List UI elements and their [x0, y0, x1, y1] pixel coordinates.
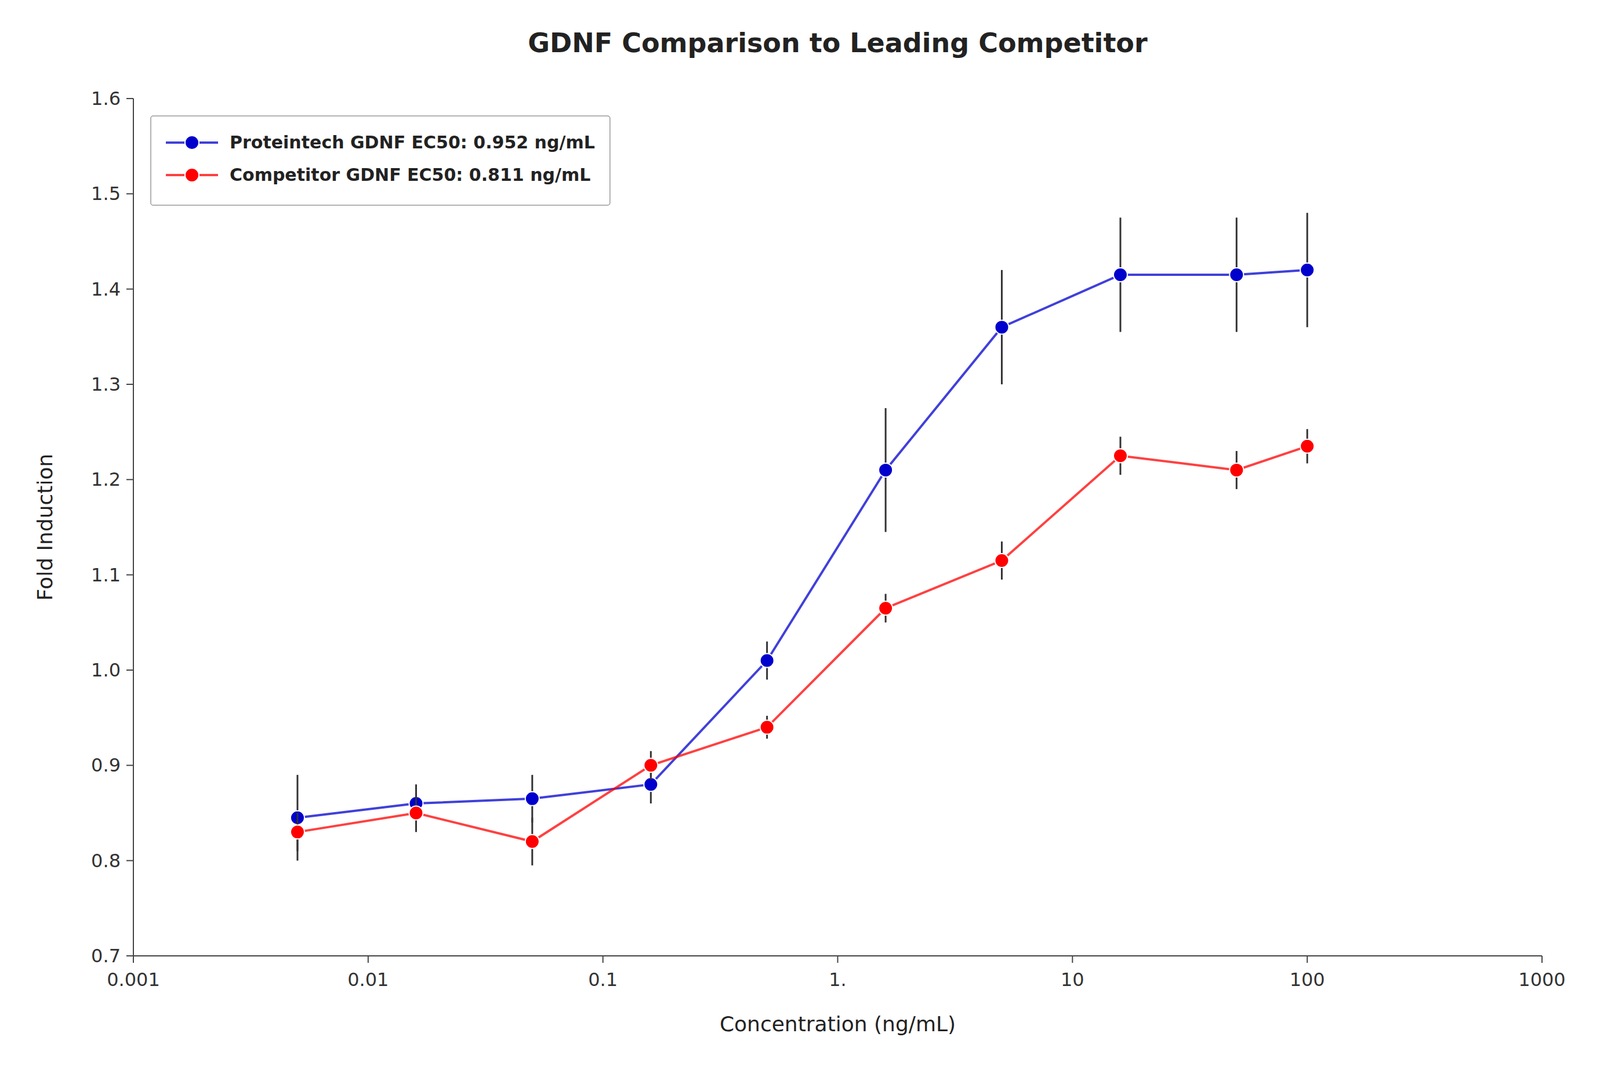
data-point	[994, 320, 1009, 335]
y-tick-label: 0.7	[91, 945, 121, 968]
y-tick	[126, 764, 134, 767]
x-tick	[1071, 956, 1073, 964]
y-axis-line	[132, 98, 134, 957]
data-point	[1229, 463, 1244, 478]
x-tick-label: 0.01	[347, 969, 389, 992]
y-tick	[126, 288, 134, 290]
data-point	[1300, 439, 1315, 454]
y-tick-label: 0.9	[91, 754, 121, 777]
y-tick-label: 1.4	[91, 278, 121, 301]
legend: Proteintech GDNF EC50: 0.952 ng/mL Compet…	[150, 115, 611, 206]
y-axis-label: Fold Induction	[33, 454, 57, 602]
data-point	[760, 720, 775, 735]
x-tick	[132, 956, 134, 964]
data-point	[760, 654, 775, 669]
x-tick	[1541, 956, 1543, 964]
data-point	[1300, 263, 1315, 278]
x-axis-label: Concentration (ng/mL)	[719, 1012, 956, 1037]
y-tick	[126, 479, 134, 481]
data-point	[525, 835, 540, 850]
legend-marker	[184, 135, 199, 150]
data-point	[1229, 267, 1244, 282]
y-tick-label: 1.3	[91, 373, 121, 396]
y-tick-label: 1.0	[91, 659, 121, 682]
x-tick	[367, 956, 369, 964]
legend-label: Proteintech GDNF EC50: 0.952 ng/mL	[229, 132, 595, 153]
title: GDNF Comparison to Leading Competitor	[527, 27, 1148, 59]
x-tick-label: 0.001	[106, 969, 161, 992]
series-line	[297, 446, 1308, 843]
legend-box	[150, 115, 611, 206]
data-point	[643, 758, 658, 773]
y-tick	[126, 669, 134, 671]
series-line	[297, 270, 1308, 819]
y-tick	[126, 860, 134, 862]
legend-marker	[184, 168, 199, 183]
x-tick-label: 0.1	[588, 969, 618, 992]
data-point	[1113, 448, 1128, 463]
y-tick	[126, 955, 134, 957]
data-point	[1113, 267, 1128, 282]
x-tick-label: 1000	[1518, 969, 1566, 992]
y-tick	[126, 383, 134, 386]
y-tick-label: 0.8	[91, 850, 121, 873]
legend-label: Competitor GDNF EC50: 0.811 ng/mL	[229, 164, 591, 185]
x-tick-label: 100	[1289, 969, 1326, 992]
error-bar	[296, 775, 299, 862]
x-tick-label: 10	[1060, 969, 1085, 992]
y-tick-label: 1.2	[91, 468, 121, 491]
x-tick	[602, 956, 604, 964]
y-tick	[126, 98, 134, 100]
x-tick	[1306, 956, 1308, 964]
y-tick-label: 1.5	[91, 182, 121, 205]
y-tick-label: 1.1	[91, 564, 121, 587]
data-point	[408, 806, 423, 821]
data-point	[878, 463, 893, 478]
plot-area	[290, 212, 1315, 866]
data-point	[878, 601, 893, 616]
data-point	[994, 553, 1009, 568]
x-tick-label: 1.	[828, 969, 847, 992]
data-point	[525, 792, 540, 807]
y-tick	[126, 574, 134, 576]
data-point	[290, 825, 305, 840]
y-tick-label: 1.6	[91, 87, 121, 110]
y-tick	[126, 193, 134, 195]
x-tick	[837, 956, 839, 964]
chart: GDNF Comparison to Leading Competitor 0.0…	[0, 0, 1600, 1066]
